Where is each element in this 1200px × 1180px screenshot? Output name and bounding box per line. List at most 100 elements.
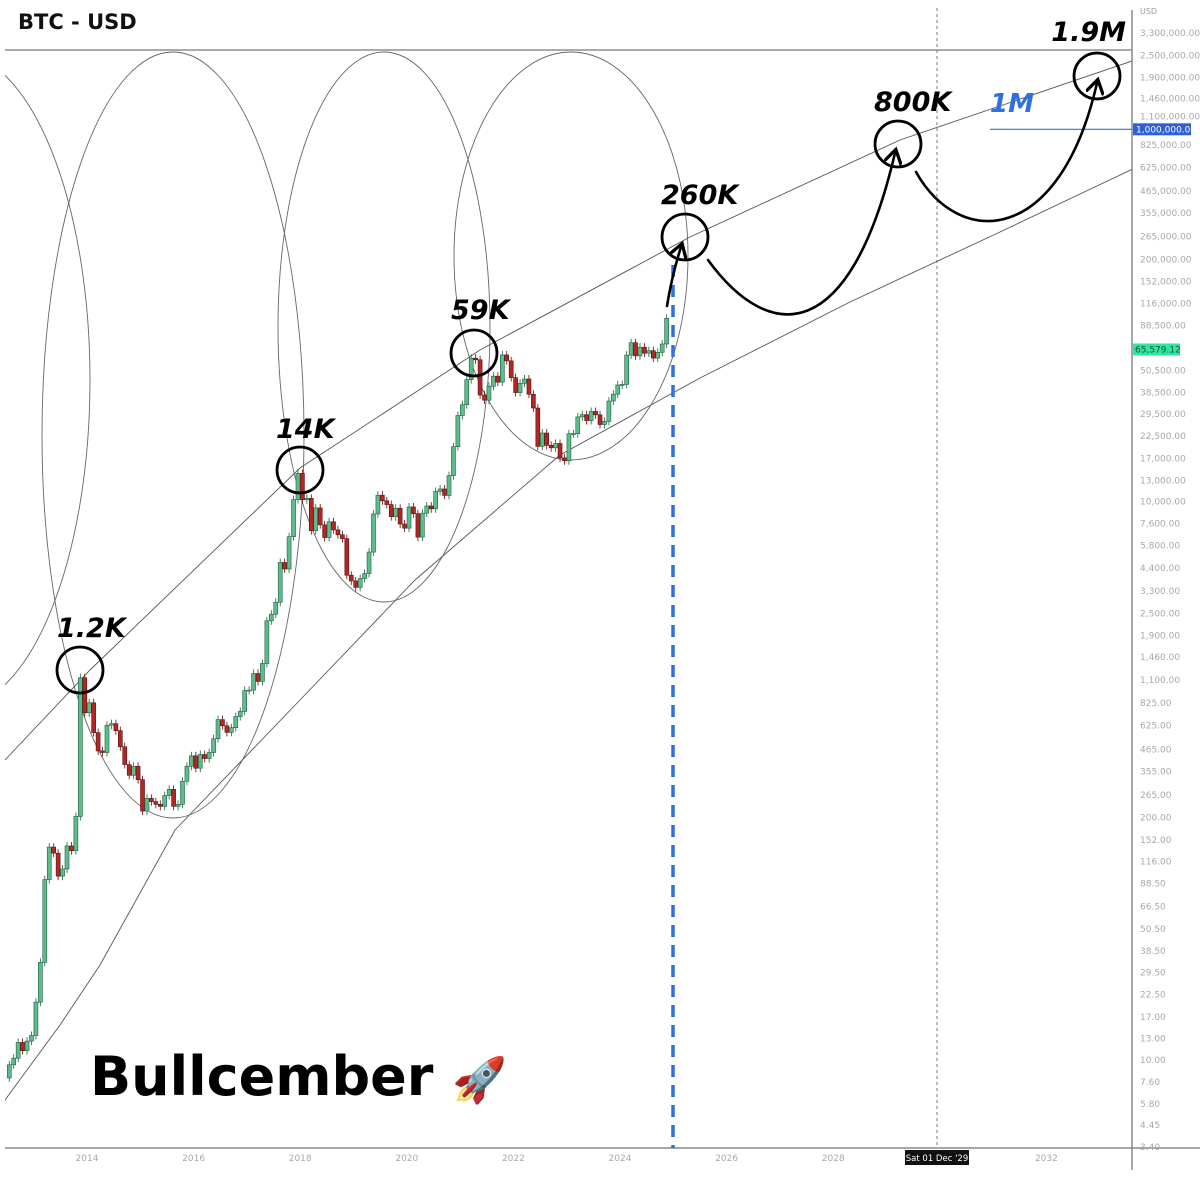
candle (535, 404, 541, 451)
x-tick-label: 2022 (502, 1154, 525, 1164)
candle (424, 501, 430, 518)
candle (464, 375, 470, 409)
lower-channel-curve (5, 168, 1132, 1101)
candle-body (557, 443, 563, 459)
candle (362, 569, 367, 583)
candle (237, 707, 243, 721)
x-axis-ticks: 2014 2016 2018 2020 2022 2024 2026 2028 2032 (76, 1154, 1058, 1164)
crosshair-date-badge: Sat 01 Dec '29 (905, 1150, 969, 1165)
candle-body (29, 1035, 34, 1042)
candle-body (637, 346, 643, 357)
candle (491, 372, 496, 391)
candle-body (651, 350, 656, 359)
candle (100, 746, 105, 757)
candle-body (451, 446, 456, 476)
candle-body (428, 505, 434, 510)
candle (642, 343, 647, 358)
candle (255, 669, 261, 686)
candle-body (477, 359, 483, 396)
candle (655, 348, 661, 363)
candle-body (82, 677, 88, 714)
y-tick-label: 38,500.00 (1140, 389, 1186, 399)
y-axis-ticks: 3,300,000.00 2,500,000.00 1,900,000.00 1,46… (1140, 29, 1200, 1153)
candle (402, 520, 407, 533)
candle (86, 698, 92, 717)
y-tick-label: 66.50 (1140, 903, 1166, 913)
peak-label: 14K (276, 414, 337, 445)
candle-body (544, 432, 550, 446)
candle (664, 314, 669, 348)
candle-body (229, 727, 234, 733)
y-tick-label: 5,800.00 (1140, 542, 1180, 552)
candle-body (664, 318, 669, 345)
projection-arrow (665, 247, 681, 308)
peak-circle-2033 (1072, 51, 1122, 101)
candle-body (388, 504, 394, 517)
candle (264, 616, 270, 668)
candle-body (269, 613, 274, 622)
candle-body (286, 536, 292, 570)
x-tick-label: 2018 (289, 1154, 312, 1164)
y-tick-label: 1,100,000.00 (1140, 113, 1200, 123)
candle (508, 356, 514, 382)
candle (104, 721, 110, 757)
candle (144, 794, 150, 816)
candle-body (579, 414, 585, 418)
candle-body (215, 719, 221, 740)
y-tick-label: 5.80 (1140, 1100, 1160, 1110)
candle (455, 411, 461, 451)
candle-body (291, 499, 296, 538)
candle-body (313, 507, 319, 531)
candle (220, 715, 225, 730)
x-tick-label: 2016 (182, 1154, 205, 1164)
y-tick-label: 265.00 (1140, 791, 1172, 801)
y-tick-label: 200.00 (1140, 814, 1172, 824)
rocket-icon: 🚀 (452, 1055, 508, 1106)
candle (113, 719, 119, 735)
cycle-ellipse (41, 51, 305, 819)
candle (206, 748, 212, 763)
candle (388, 500, 394, 521)
candle-body (406, 506, 412, 529)
candle-body (397, 507, 403, 525)
candle (251, 669, 256, 695)
candle (371, 509, 376, 557)
candle-body (317, 507, 323, 526)
candle-body (326, 521, 332, 538)
candle (313, 503, 319, 535)
candle-body (46, 846, 52, 880)
peak-label: 1.2K (57, 613, 128, 644)
candle (637, 343, 643, 360)
y-tick-label: 1,460,000.00 (1140, 95, 1200, 105)
svg-text:Sat 01 Dec '29: Sat 01 Dec '29 (906, 1154, 968, 1164)
y-tick-label: 625.00 (1140, 722, 1172, 732)
candle-body (122, 746, 128, 765)
candle-body (78, 677, 83, 817)
candle (411, 502, 416, 518)
candle (384, 496, 390, 509)
candle-body (184, 765, 190, 782)
candle (91, 698, 96, 737)
candle (246, 686, 252, 695)
candle-body (455, 415, 461, 448)
candle-body (180, 780, 185, 805)
candle (428, 501, 434, 513)
candle-body (482, 394, 487, 401)
candle (291, 495, 296, 541)
candle-body (571, 433, 576, 435)
candle-body (220, 719, 225, 727)
candle-body (566, 433, 572, 462)
cycle-ellipse (277, 51, 491, 603)
y-tick-label: 116,000.00 (1140, 299, 1192, 309)
candle-body (331, 521, 336, 531)
candle-body (402, 523, 407, 529)
y-tick-label: 17,000.00 (1140, 455, 1186, 465)
candle-body (335, 529, 341, 536)
candle (51, 843, 56, 858)
candle-body (446, 475, 452, 496)
candle-body (149, 798, 154, 802)
candle (180, 777, 185, 809)
candle (562, 453, 567, 465)
y-tick-label: 29,500.00 (1140, 410, 1186, 420)
